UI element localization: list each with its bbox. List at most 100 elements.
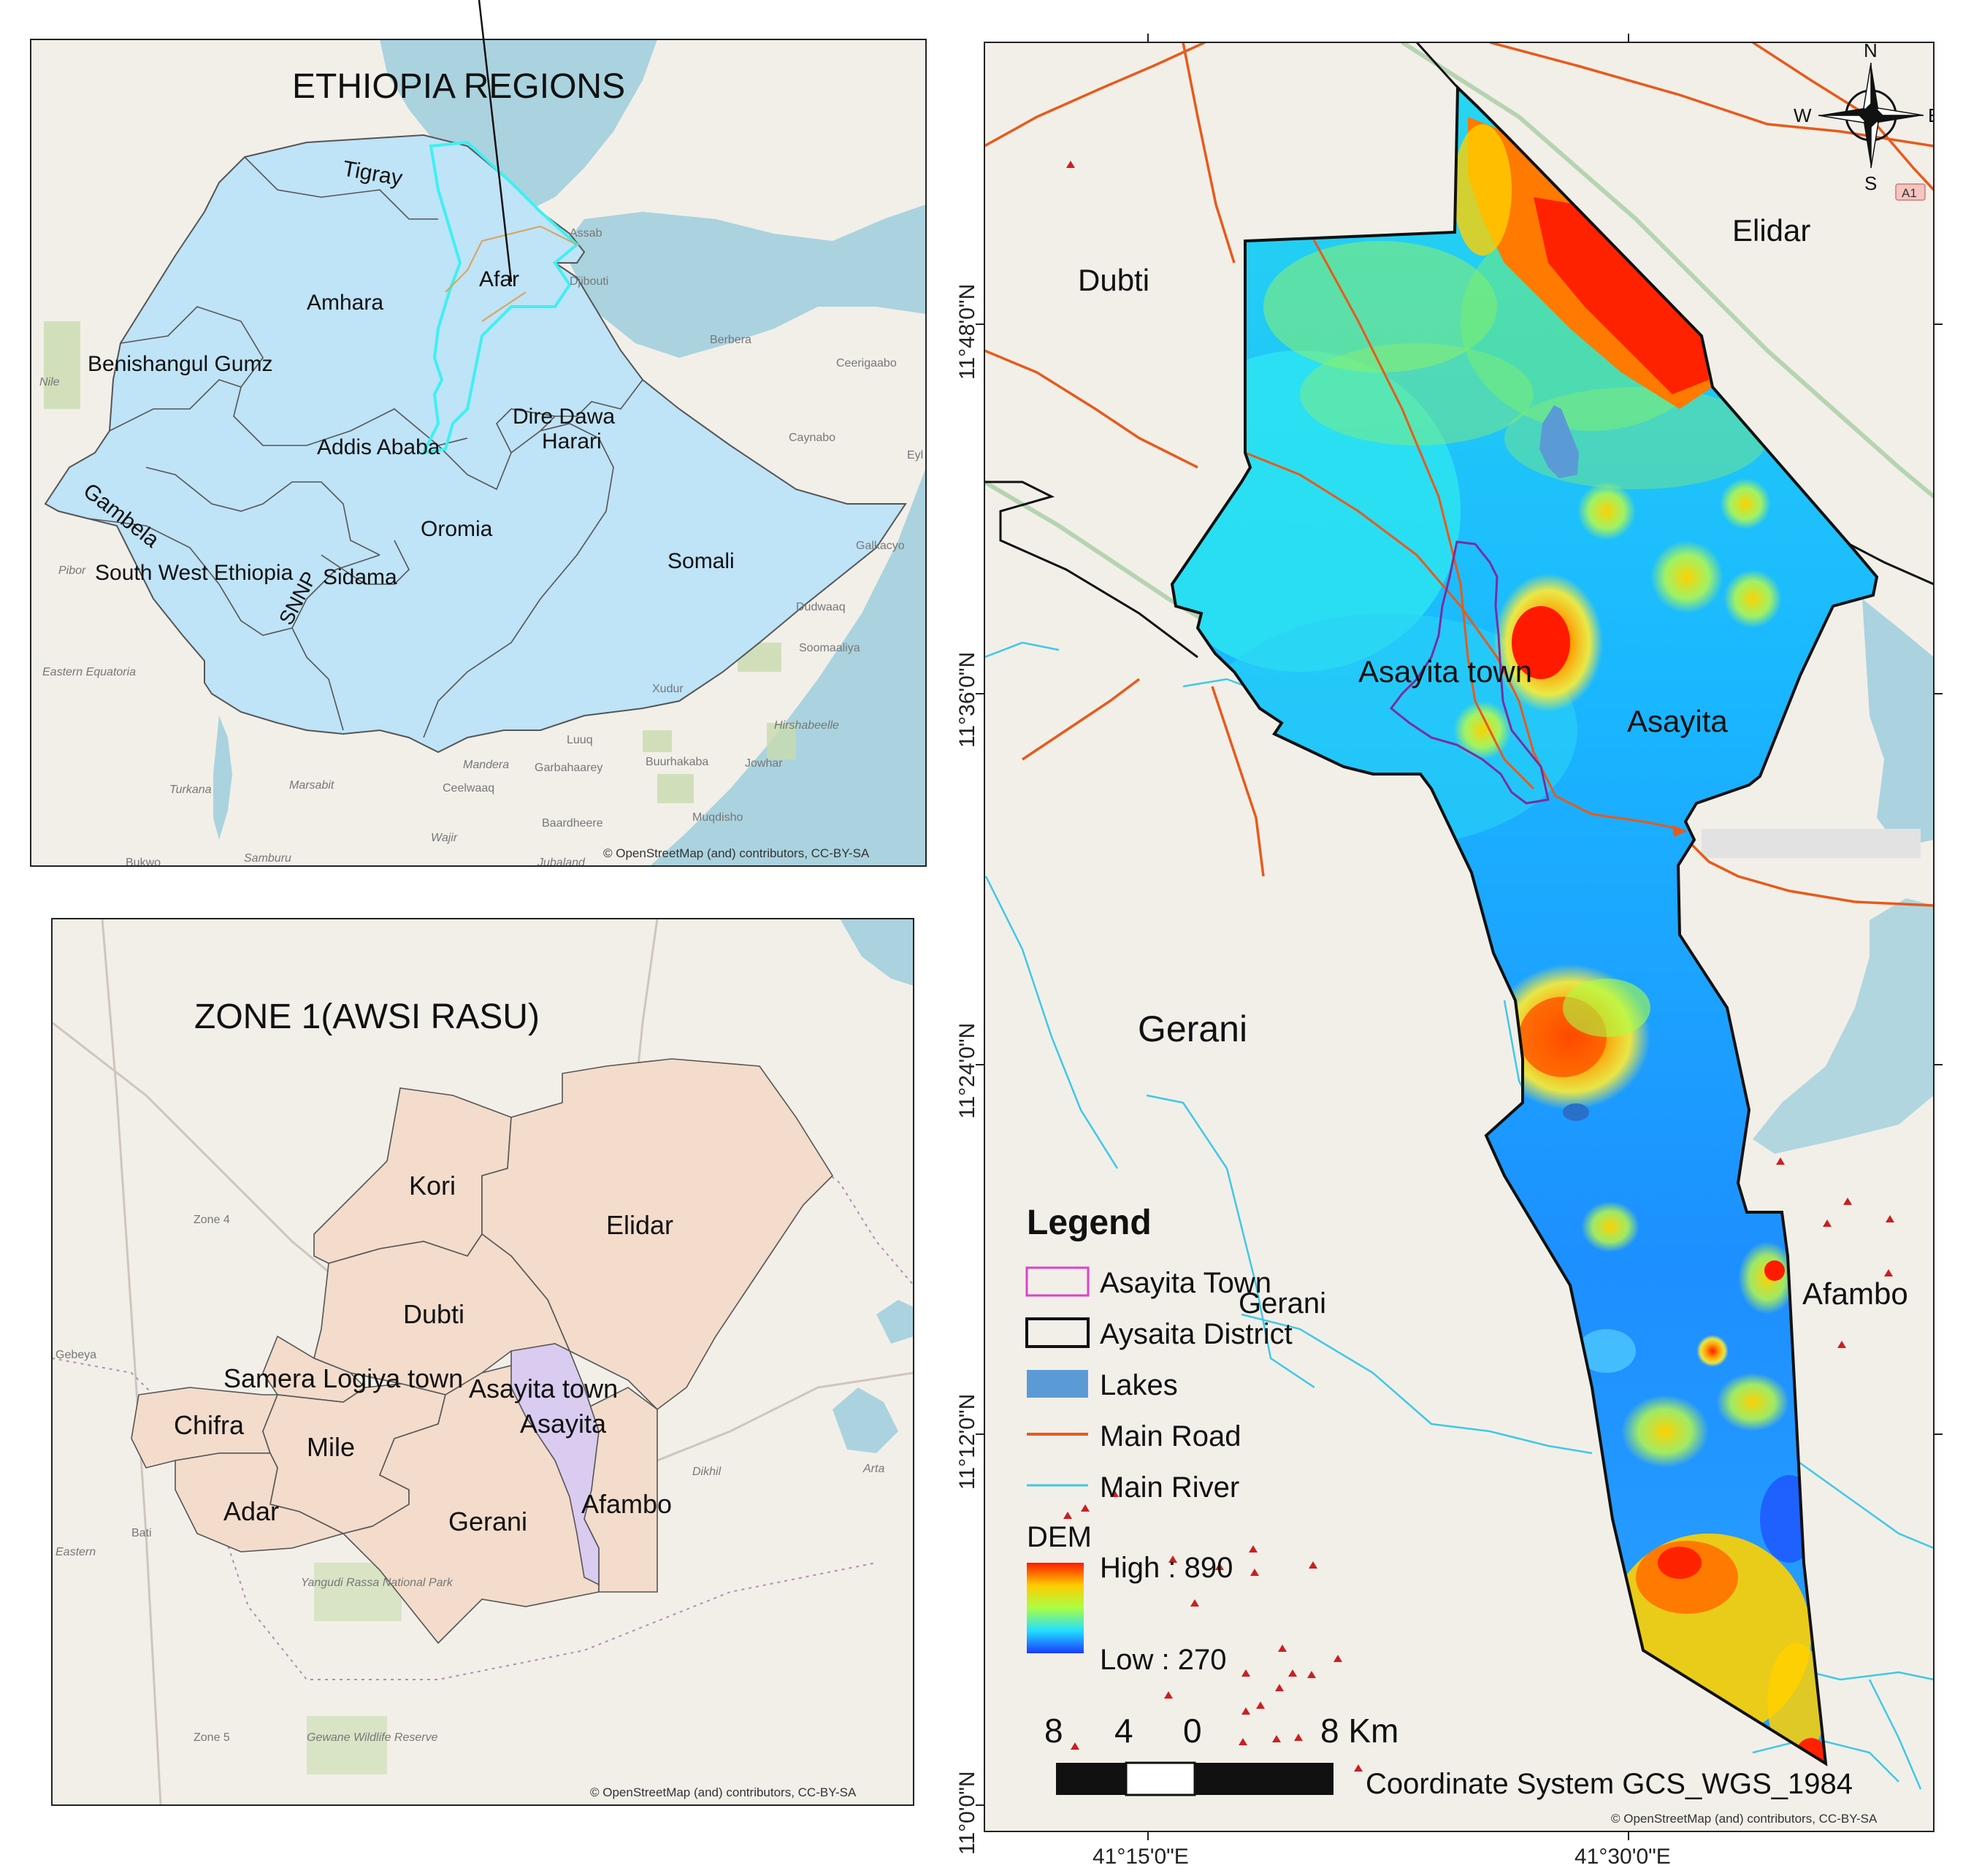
district-label-dubti: Dubti (403, 1299, 464, 1329)
basemap-label: Samburu (244, 852, 291, 865)
lon-tick-label: 41°15'0"E (1093, 1845, 1189, 1869)
lake-abbe (833, 1387, 898, 1453)
region-label-sidama: Sidama (323, 565, 397, 589)
latitude-labels: 11°48'0"N 11°36'0"N 11°24'0"N 11°12'0"N … (955, 284, 979, 1855)
compass-rose-icon: N S E W (1794, 39, 1940, 194)
district-label-elidar: Elidar (606, 1210, 673, 1240)
basemap-label: Mandera (463, 759, 509, 771)
district-label-samera: Samera Logiya town (223, 1363, 463, 1393)
panel-zone-1: Zone 4 Zone 5 Gebeya Bati Dikhil Arta Ya… (52, 919, 914, 1805)
district-asayita (510, 1343, 600, 1586)
basemap-label: Marsabit (289, 779, 334, 792)
basemap-label: Gewane Wildlife Reserve (307, 1731, 438, 1744)
lake-afambo (1753, 898, 1934, 1154)
basemap-label: Zone 5 (194, 1731, 230, 1744)
scale-bar: 8 4 0 8 Km (1044, 1712, 1398, 1796)
region-label-addis-ababa: Addis Ababa (317, 435, 440, 459)
basemap-label: Arta (862, 1463, 884, 1475)
ethiopia-outline (44, 134, 907, 754)
grid-ticks (976, 34, 1943, 1840)
legend: Legend Asayita Town Aysaita District Lak… (1025, 1203, 1293, 1676)
gulf-of-aden (562, 204, 926, 358)
lat-tick-label: 11°36'0"N (955, 652, 979, 748)
lon-tick-label: 41°30'0"E (1574, 1845, 1671, 1869)
svg-text:4: 4 (1114, 1712, 1133, 1750)
lake-asal (876, 1300, 914, 1344)
region-label-harari: Harari (542, 429, 602, 453)
basemap-label: Luuq (567, 734, 593, 746)
aysaita-district-outline (1170, 84, 1879, 1766)
label-gerani-small: Gerani (1239, 1287, 1326, 1320)
legend-title: Legend (1027, 1203, 1152, 1242)
district-label-asayita-town: Asayita town (469, 1374, 618, 1404)
legend-label: Lakes (1100, 1369, 1178, 1401)
settlement-markers (1063, 161, 1894, 1772)
legend-label: Aysaita District (1100, 1318, 1293, 1350)
dem-high-label: High : 890 (1100, 1552, 1233, 1584)
district-label-afambo: Afambo (581, 1489, 672, 1519)
district-label-mile: Mile (307, 1432, 355, 1462)
district-label-chifra: Chifra (174, 1410, 245, 1440)
red-sea (380, 39, 657, 219)
basemap-label: Dikhil (692, 1466, 722, 1478)
district-labels: Kori Elidar Dubti Samera Logiya town Asa… (174, 1171, 673, 1536)
label-dubti: Dubti (1078, 263, 1149, 297)
basemap-label: Bukwo (126, 857, 161, 869)
lake-turkana (213, 716, 232, 840)
road-arrow-mark (1672, 825, 1687, 837)
basemap-label: Dudwaaq (796, 601, 846, 613)
label-elidar: Elidar (1732, 213, 1810, 248)
basemap-label: Ceerigaabo (836, 357, 897, 370)
district-elidar (481, 1058, 834, 1411)
basemap-label: Galkacyo (856, 540, 905, 552)
attribution: © OpenStreetMap (and) contributors, CC-B… (590, 1785, 857, 1799)
indian-ocean (650, 467, 926, 866)
district-adar (175, 1452, 345, 1553)
basemap-label: Wajir (431, 832, 458, 844)
lat-tick-label: 11°24'0"N (955, 1023, 979, 1119)
basemap-label: Yangudi Rassa National Park (301, 1577, 454, 1589)
legend-label: Main Road (1100, 1420, 1241, 1452)
basemap-label: Ceelwaaq (443, 782, 494, 795)
south-label: S (1864, 172, 1877, 194)
basemap-label: Jowhar (745, 757, 783, 770)
basemap-label: Eastern (56, 1546, 96, 1558)
link-arrows (478, 0, 513, 283)
lake-small (1563, 1103, 1589, 1121)
basemap-label: Muqdisho (692, 811, 743, 824)
district-label-asayita: Asayita (520, 1409, 607, 1439)
district-polygons (131, 1058, 834, 1645)
basemap-label: Eyl (907, 449, 923, 462)
zone-basemap-labels: Zone 4 Zone 5 Gebeya Bati Dikhil Arta Ya… (56, 1214, 884, 1744)
region-label-afar: Afar (479, 267, 519, 291)
longitude-labels: 41°15'0"E 41°30'0"E (1093, 1845, 1671, 1869)
north-label: N (1864, 39, 1878, 61)
panel-frame (30, 39, 927, 867)
basemap-label: Caynabo (789, 432, 835, 444)
lat-tick-label: 11°12'0"N (955, 1394, 979, 1490)
region-label-benishangul: Benishangul Gumz (88, 352, 272, 376)
region-label-south-west: South West Ethiopia (95, 561, 294, 585)
neighbor-boundaries (984, 42, 1934, 659)
basemap-label: Assab (570, 227, 602, 240)
district-label-gerani: Gerani (448, 1506, 527, 1536)
basemap-label: Zone 4 (194, 1214, 230, 1226)
region-label-dire-dawa: Dire Dawa (513, 405, 615, 429)
attribution: © OpenStreetMap (and) contributors, CC-B… (1611, 1812, 1878, 1826)
svg-text:A1: A1 (1902, 186, 1917, 200)
basemap-label: Berbera (710, 334, 751, 346)
svg-text:8: 8 (1044, 1712, 1063, 1750)
panel-title-zone-1: ZONE 1(AWSI RASU) (194, 998, 540, 1036)
basemap-label: Buurhakaba (646, 756, 708, 768)
west-label: W (1794, 104, 1812, 126)
region-label-oromia: Oromia (421, 517, 493, 541)
label-asayita: Asayita (1627, 704, 1728, 738)
dem-color-ramp (1027, 1563, 1084, 1653)
basemap-label: Turkana (169, 784, 212, 796)
coordinate-system: Coordinate System GCS_WGS_1984 (1366, 1768, 1853, 1800)
legend-swatch-asayita-town (1025, 1266, 1090, 1297)
gulf-tadjoura (840, 919, 914, 986)
east-label: E (1928, 104, 1940, 126)
label-gerani: Gerani (1138, 1008, 1247, 1049)
